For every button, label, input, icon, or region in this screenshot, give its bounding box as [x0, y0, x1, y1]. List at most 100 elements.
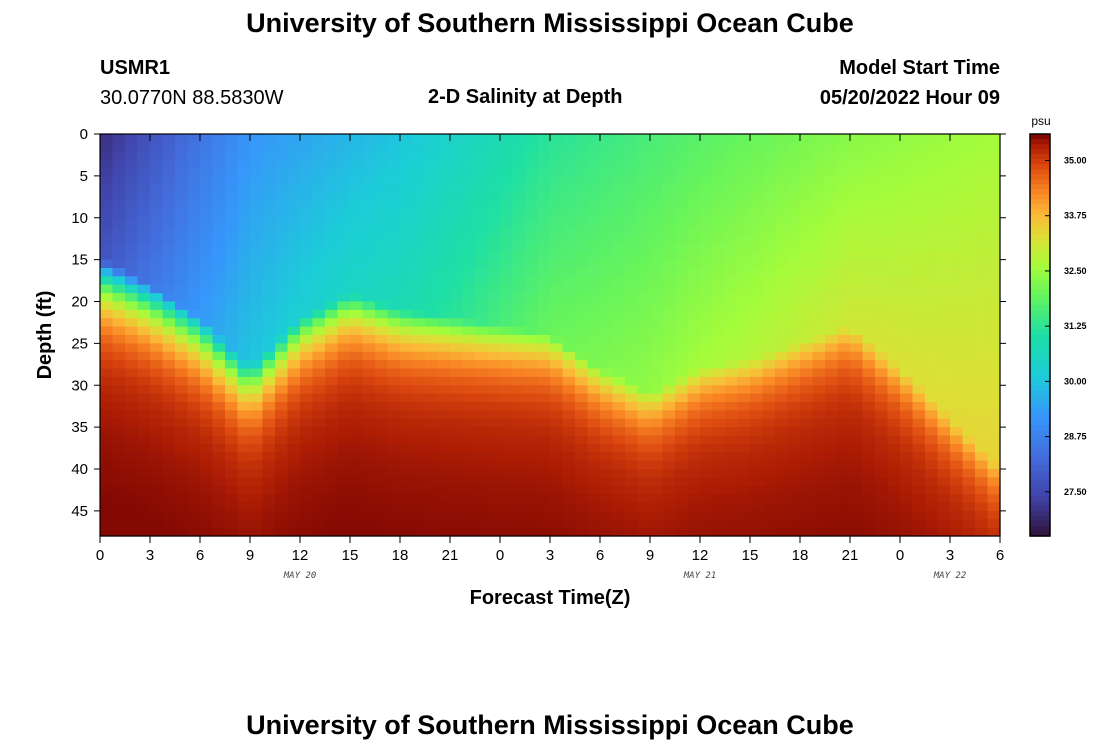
- heatmap-cell: [437, 469, 451, 478]
- heatmap-cell: [837, 351, 851, 361]
- heatmap-cell: [450, 477, 464, 487]
- heatmap-cell: [625, 410, 639, 420]
- heatmap-cell: [337, 276, 351, 286]
- heatmap-cell: [262, 318, 276, 328]
- heatmap-cell: [137, 460, 151, 470]
- heatmap-cell: [687, 251, 701, 261]
- heatmap-cell: [462, 326, 476, 336]
- heatmap-cell: [400, 234, 414, 244]
- heatmap-cell: [750, 510, 764, 520]
- heatmap-cell: [625, 519, 639, 529]
- heatmap-cell: [637, 318, 651, 328]
- heatmap-cell: [900, 335, 914, 344]
- heatmap-cell: [400, 242, 414, 252]
- heatmap-cell: [512, 343, 526, 353]
- heatmap-cell: [325, 217, 339, 227]
- heatmap-cell: [437, 301, 451, 311]
- heatmap-cell: [837, 175, 851, 185]
- heatmap-cell: [112, 134, 126, 143]
- heatmap-cell: [962, 184, 976, 194]
- x-tick-label: 18: [392, 547, 409, 564]
- heatmap-cell: [950, 150, 964, 160]
- heatmap-cell: [912, 443, 926, 453]
- heatmap-cell: [650, 469, 664, 478]
- heatmap-cell: [575, 360, 589, 370]
- heatmap-cell: [900, 527, 914, 537]
- heatmap-cell: [675, 502, 689, 512]
- heatmap-cell: [937, 326, 951, 336]
- heatmap-cell: [962, 284, 976, 294]
- heatmap-cell: [987, 209, 1001, 219]
- heatmap-cell: [212, 510, 226, 520]
- heatmap-cell: [937, 234, 951, 244]
- heatmap-cell: [462, 485, 476, 495]
- heatmap-cell: [287, 418, 301, 428]
- heatmap-cell: [175, 335, 189, 344]
- heatmap-cell: [712, 150, 726, 160]
- heatmap-cell: [500, 477, 514, 487]
- heatmap-cell: [362, 192, 376, 202]
- heatmap-cell: [650, 494, 664, 504]
- heatmap-cell: [800, 259, 814, 269]
- heatmap-cell: [825, 393, 839, 403]
- heatmap-cell: [337, 159, 351, 169]
- heatmap-cell: [900, 192, 914, 202]
- heatmap-cell: [475, 284, 489, 294]
- heatmap-cell: [800, 477, 814, 487]
- heatmap-cell: [612, 443, 626, 453]
- heatmap-cell: [400, 150, 414, 160]
- colorbar-segment: [1030, 425, 1050, 432]
- heatmap-cell: [387, 452, 401, 462]
- heatmap-cell: [125, 234, 139, 244]
- heatmap-cell: [175, 494, 189, 504]
- heatmap-cell: [700, 326, 714, 336]
- heatmap-cell: [362, 435, 376, 445]
- heatmap-cell: [487, 217, 501, 227]
- heatmap-cell: [975, 318, 989, 328]
- heatmap-cell: [325, 150, 339, 160]
- heatmap-cell: [100, 242, 114, 252]
- heatmap-cell: [862, 360, 876, 370]
- heatmap-cell: [525, 326, 539, 336]
- heatmap-cell: [600, 326, 614, 336]
- heatmap-cell: [612, 418, 626, 428]
- heatmap-cell: [375, 510, 389, 520]
- heatmap-cell: [500, 376, 514, 386]
- heatmap-cell: [162, 201, 176, 210]
- colorbar-segment: [1030, 475, 1050, 482]
- heatmap-cell: [525, 494, 539, 504]
- heatmap-cell: [400, 251, 414, 261]
- heatmap-cell: [837, 217, 851, 227]
- heatmap-cell: [650, 393, 664, 403]
- heatmap-cell: [975, 234, 989, 244]
- heatmap-cell: [737, 393, 751, 403]
- heatmap-cell: [925, 268, 939, 277]
- heatmap-cell: [800, 427, 814, 437]
- heatmap-cell: [625, 469, 639, 478]
- heatmap-cell: [375, 502, 389, 512]
- heatmap-cell: [362, 502, 376, 512]
- heatmap-cell: [262, 393, 276, 403]
- heatmap-cell: [687, 201, 701, 210]
- heatmap-cell: [662, 251, 676, 261]
- heatmap-cell: [337, 418, 351, 428]
- heatmap-cell: [550, 418, 564, 428]
- heatmap-cell: [700, 360, 714, 370]
- heatmap-cell: [650, 184, 664, 194]
- heatmap-cell: [950, 251, 964, 261]
- heatmap-cell: [575, 452, 589, 462]
- heatmap-cell: [462, 376, 476, 386]
- heatmap-cell: [325, 167, 339, 177]
- colorbar-segment: [1030, 505, 1050, 512]
- heatmap-cell: [800, 485, 814, 495]
- heatmap-cell: [400, 192, 414, 202]
- heatmap-cell: [537, 494, 551, 504]
- heatmap-cell: [350, 376, 364, 386]
- heatmap-cell: [487, 393, 501, 403]
- heatmap-cell: [125, 201, 139, 210]
- heatmap-cell: [262, 418, 276, 428]
- heatmap-cell: [162, 527, 176, 537]
- heatmap-cell: [900, 519, 914, 529]
- heatmap-cell: [375, 301, 389, 311]
- colorbar-segment: [1030, 214, 1050, 221]
